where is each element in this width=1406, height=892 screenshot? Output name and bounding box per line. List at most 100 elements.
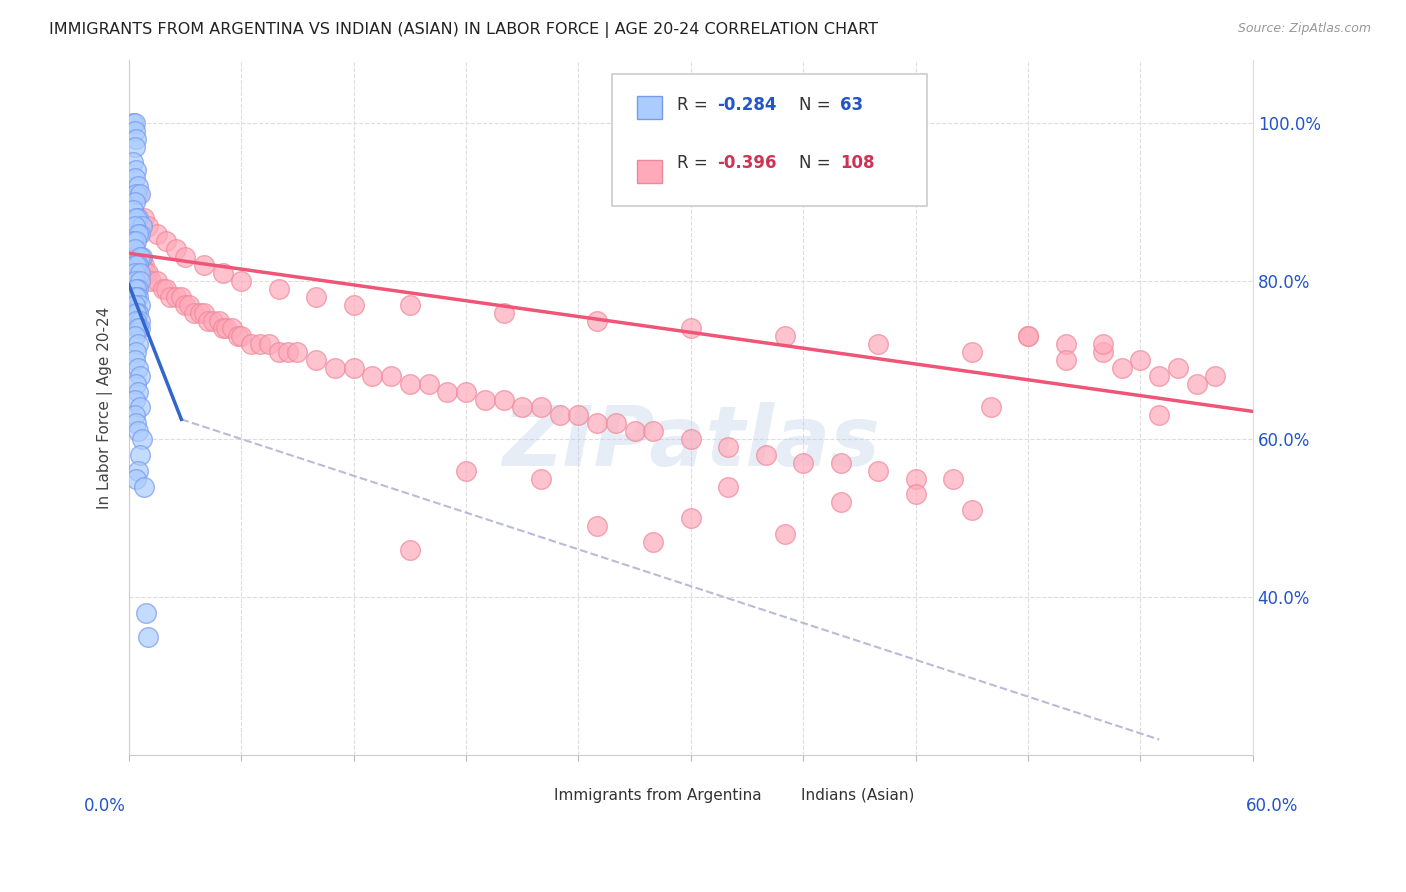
Point (193, 305, 215, 319)
Point (127, 179, 149, 194)
Point (129, 250, 152, 264)
Point (792, 456, 814, 470)
Point (121, 155, 143, 169)
Point (399, 298, 422, 312)
Point (127, 282, 149, 296)
Point (361, 368, 384, 383)
Point (259, 337, 281, 351)
Point (127, 384, 149, 399)
Point (155, 235, 177, 249)
Text: 0.0%: 0.0% (84, 797, 125, 815)
Point (1185, 376, 1208, 391)
Point (755, 448, 778, 462)
Point (136, 630, 159, 644)
Point (129, 266, 152, 280)
Point (1091, 337, 1114, 351)
FancyBboxPatch shape (763, 783, 792, 807)
Point (679, 432, 702, 446)
Text: IMMIGRANTS FROM ARGENTINA VS INDIAN (ASIAN) IN LABOR FORCE | AGE 20-24 CORRELATI: IMMIGRANTS FROM ARGENTINA VS INDIAN (ASI… (49, 22, 879, 38)
Point (586, 313, 609, 327)
Text: N =: N = (799, 153, 835, 171)
Point (1111, 360, 1133, 375)
Point (211, 266, 233, 280)
Point (135, 606, 157, 620)
Point (868, 464, 890, 478)
Point (436, 384, 458, 399)
Point (492, 392, 515, 407)
Point (174, 250, 197, 264)
Point (305, 290, 328, 304)
Point (717, 440, 740, 454)
Point (124, 329, 146, 343)
Text: -0.284: -0.284 (717, 95, 776, 114)
Point (146, 227, 169, 241)
Point (170, 290, 193, 304)
Point (567, 409, 589, 423)
Point (305, 353, 328, 368)
Point (131, 258, 153, 272)
Point (267, 282, 290, 296)
Point (231, 329, 253, 343)
Point (129, 448, 152, 462)
Point (773, 329, 796, 343)
Point (1147, 409, 1170, 423)
Point (125, 417, 148, 431)
Point (121, 243, 143, 257)
Point (127, 464, 149, 478)
Point (165, 290, 187, 304)
Point (202, 313, 225, 327)
Point (124, 298, 146, 312)
Point (418, 376, 440, 391)
Point (124, 171, 146, 186)
Point (868, 337, 890, 351)
FancyBboxPatch shape (637, 95, 662, 119)
Point (129, 227, 152, 241)
Point (287, 345, 309, 359)
Point (679, 511, 702, 525)
Point (125, 186, 148, 201)
Point (127, 258, 149, 272)
Point (129, 368, 152, 383)
Point (124, 353, 146, 368)
Point (177, 298, 200, 312)
Point (1147, 368, 1170, 383)
Point (125, 131, 148, 145)
Point (643, 424, 665, 438)
Point (773, 527, 796, 541)
Point (960, 345, 983, 359)
Point (679, 321, 702, 335)
Point (121, 202, 143, 217)
Point (1017, 329, 1039, 343)
Point (135, 266, 157, 280)
Point (125, 258, 148, 272)
Point (124, 139, 146, 153)
Point (548, 409, 571, 423)
Point (643, 534, 665, 549)
Point (124, 116, 146, 130)
Point (1204, 368, 1226, 383)
Point (125, 345, 148, 359)
Point (323, 360, 346, 375)
Point (454, 464, 477, 478)
Point (530, 401, 553, 415)
Point (717, 479, 740, 493)
Point (1017, 329, 1039, 343)
Text: Source: ZipAtlas.com: Source: ZipAtlas.com (1237, 22, 1371, 36)
Point (127, 186, 149, 201)
Point (127, 424, 149, 438)
Point (141, 274, 163, 288)
Point (127, 211, 149, 225)
Point (129, 186, 152, 201)
Point (124, 392, 146, 407)
Text: 63: 63 (841, 95, 863, 114)
Point (121, 235, 143, 249)
Point (125, 376, 148, 391)
Point (586, 417, 609, 431)
Point (155, 282, 177, 296)
Point (124, 219, 146, 233)
Point (221, 321, 243, 335)
FancyBboxPatch shape (637, 161, 662, 184)
Point (239, 337, 262, 351)
Point (129, 313, 152, 327)
Point (942, 472, 965, 486)
